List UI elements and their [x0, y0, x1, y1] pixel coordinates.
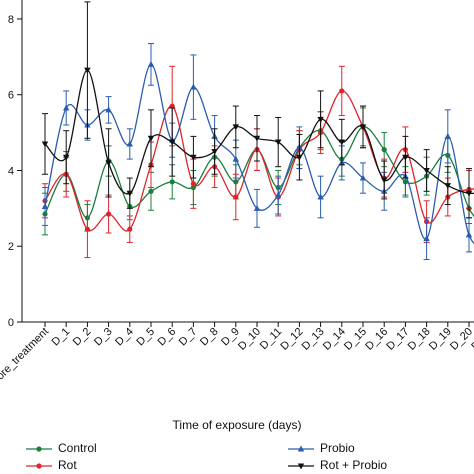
y-tick-label: 6 [8, 90, 14, 102]
data-point-probio [444, 132, 451, 139]
data-point-probio [253, 204, 261, 211]
x-tick-label: D_5 [134, 326, 157, 349]
data-point-rot [169, 103, 175, 109]
x-tick-label: D_13 [300, 326, 327, 353]
x-tick-label: D_6 [156, 326, 179, 349]
legend-marker-rot-probio [297, 463, 305, 470]
data-point-rot-probio [338, 139, 345, 146]
data-point-probio [41, 202, 49, 209]
data-point-rot [233, 194, 239, 200]
x-axis-title: Time of exposure (days) [172, 418, 302, 432]
data-point-probio [105, 106, 112, 113]
x-tick-label: D_20 [448, 326, 474, 353]
data-point-rot [127, 226, 133, 232]
data-point-control [148, 188, 154, 194]
x-tick-label: D_1 [50, 326, 73, 349]
data-point-rot-probio [465, 190, 473, 197]
data-point-probio [63, 104, 70, 111]
data-point-rot-probio [190, 154, 197, 161]
x-tick-label: D_10 [236, 326, 263, 353]
legend-label-rot-probio: Rot + Probio [320, 458, 388, 472]
legend-label-probio: Probio [320, 441, 355, 455]
data-point-probio [190, 83, 197, 90]
data-point-rot-probio [359, 124, 367, 131]
data-point-probio [126, 140, 133, 147]
data-point-rot-probio [147, 135, 155, 142]
x-tick-label: D_15 [342, 326, 369, 353]
legend-marker-control [36, 446, 42, 452]
legend-marker-probio [297, 445, 305, 452]
data-point-rot-probio [169, 139, 176, 146]
y-tick-label: 8 [8, 14, 14, 26]
x-tick-label: D_17 [384, 326, 411, 353]
legend-item-rot-probio [288, 463, 314, 470]
data-point-probio [147, 60, 155, 67]
data-point-control [381, 147, 387, 153]
legend-item-control [26, 446, 52, 452]
data-point-rot-probio [253, 135, 261, 142]
series-line-rot-probio [44, 69, 474, 195]
legend-label-control: Control [58, 441, 97, 455]
legend-item-probio [288, 445, 314, 452]
data-point-rot [84, 226, 90, 232]
data-point-probio [465, 231, 473, 238]
legend-marker-rot [36, 463, 42, 469]
data-point-rot-probio [41, 141, 49, 148]
data-point-rot [190, 181, 196, 187]
data-point-probio [275, 191, 282, 198]
data-point-rot-probio [296, 154, 303, 161]
series-line-probio [44, 63, 474, 245]
x-tick-label: D_12 [278, 326, 305, 353]
data-point-rot-probio [211, 149, 218, 156]
x-tick-label: D_16 [363, 326, 390, 353]
data-point-rot-probio [232, 124, 239, 131]
x-tick-label: D_19 [427, 326, 454, 353]
data-point-rot-probio [105, 160, 112, 167]
legend-markers [26, 445, 314, 470]
x-tick-label: D_18 [406, 326, 433, 353]
x-tick-label: D_11 [258, 326, 285, 353]
data-point-rot-probio [444, 183, 451, 190]
legend-item-rot [26, 463, 52, 469]
series-line-control [44, 126, 474, 219]
data-point-probio [232, 155, 239, 162]
data-point-rot-probio [126, 190, 133, 197]
data-point-control [169, 179, 175, 185]
x-tick-label: D_2 [71, 326, 94, 349]
legend-label-rot: Rot [58, 458, 77, 472]
data-point-rot-probio [402, 154, 409, 161]
x-tick-label: D_14 [321, 326, 348, 353]
data-point-probio [359, 174, 367, 181]
x-tick-label: D_4 [113, 326, 136, 349]
data-point-rot [339, 88, 345, 94]
series-layer [41, 1, 474, 260]
y-tick-label: 0 [8, 317, 14, 329]
data-point-probio [317, 193, 324, 200]
x-tick-label: D_8 [198, 326, 221, 349]
y-tick-label: 4 [8, 165, 14, 177]
x-tick-label: Before_treatment [0, 326, 51, 395]
data-point-rot-probio [381, 177, 388, 184]
data-point-rot-probio [63, 154, 70, 161]
data-point-rot-probio [84, 67, 91, 74]
data-point-rot-probio [317, 116, 324, 123]
x-tick-label: D_3 [92, 326, 115, 349]
x-tick-label: D_7 [177, 326, 200, 349]
data-point-probio [423, 235, 430, 242]
series-rot-probio [41, 1, 474, 219]
data-point-rot-probio [423, 167, 430, 174]
data-point-rot [106, 211, 112, 217]
y-tick-label: 2 [8, 241, 14, 253]
series-line-rot [44, 90, 474, 232]
data-point-rot-probio [275, 139, 282, 146]
